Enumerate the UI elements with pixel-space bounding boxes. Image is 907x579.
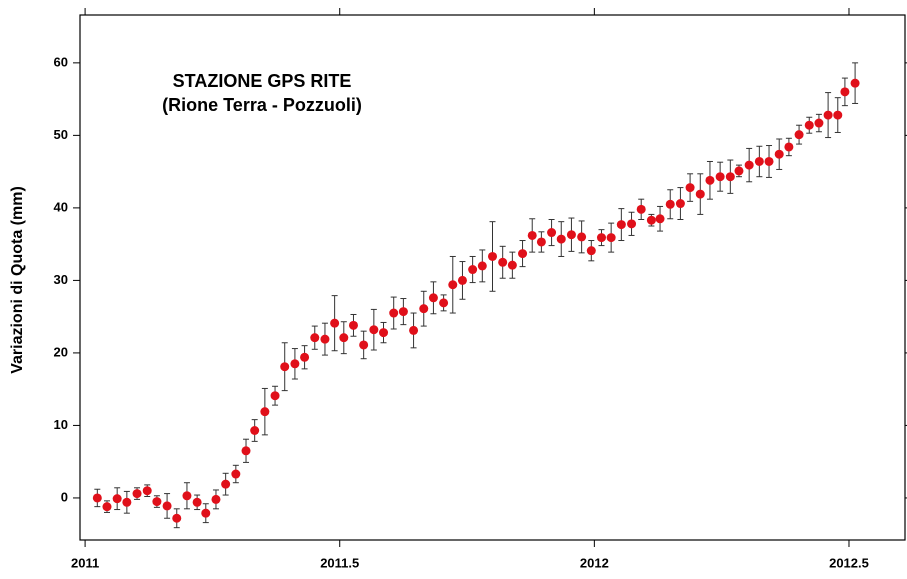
data-point (92, 493, 102, 503)
y-tick-label: 50 (54, 127, 68, 142)
data-point (715, 172, 725, 182)
data-point (270, 391, 280, 401)
data-point (754, 156, 764, 166)
data-point (300, 352, 310, 362)
data-point (280, 362, 290, 372)
data-point (182, 491, 192, 501)
data-point (439, 298, 449, 308)
data-point (536, 237, 546, 247)
data-point (636, 204, 646, 214)
data-point (250, 426, 260, 436)
data-point (675, 199, 685, 209)
data-point (339, 333, 349, 343)
data-point (725, 172, 735, 182)
y-tick-label: 30 (54, 272, 68, 287)
data-point (330, 318, 340, 328)
data-point (794, 130, 804, 140)
data-point (586, 246, 596, 256)
x-tick-label: 2011 (71, 555, 99, 570)
data-point (152, 497, 162, 507)
data-point (122, 497, 132, 507)
data-point (260, 407, 270, 417)
y-tick-label: 0 (61, 489, 68, 504)
data-point (369, 325, 379, 335)
data-point (705, 175, 715, 185)
data-point (172, 513, 182, 523)
chart-title: STAZIONE GPS RITE (173, 71, 352, 91)
data-point (577, 232, 587, 242)
data-point (734, 166, 744, 176)
data-point (488, 251, 497, 261)
data-point (850, 78, 860, 88)
data-point (142, 486, 152, 496)
chart-subtitle: (Rione Terra - Pozzuoli) (162, 95, 362, 115)
data-point (764, 156, 774, 166)
data-point (665, 199, 675, 209)
data-point (211, 494, 221, 504)
data-point (398, 307, 408, 317)
data-point (428, 293, 438, 303)
data-point (627, 219, 637, 229)
data-point (477, 261, 487, 271)
data-point (192, 497, 202, 507)
data-point (596, 233, 606, 243)
data-point (606, 233, 616, 243)
data-point (833, 110, 843, 120)
y-tick-label: 10 (54, 417, 68, 432)
data-point (448, 280, 458, 290)
data-point (419, 304, 429, 314)
y-tick-label: 20 (54, 344, 68, 359)
data-point (518, 249, 528, 259)
data-point (102, 502, 112, 512)
data-point (201, 508, 211, 518)
data-point (784, 142, 794, 152)
data-point (655, 214, 665, 224)
y-tick-label: 60 (54, 54, 68, 69)
data-point (457, 275, 467, 285)
data-point (290, 359, 300, 369)
data-point (320, 334, 330, 344)
x-tick-label: 2012 (580, 555, 609, 570)
data-point (744, 160, 754, 170)
data-point (840, 87, 850, 97)
data-point (616, 220, 626, 230)
data-point (814, 118, 824, 128)
data-point (132, 489, 142, 499)
data-point (556, 234, 566, 244)
data-point (389, 308, 399, 318)
data-point (804, 120, 814, 130)
data-point (498, 257, 508, 267)
data-point (547, 228, 557, 238)
data-point (231, 469, 241, 479)
data-point (685, 183, 695, 193)
data-point (774, 149, 784, 159)
y-tick-label: 40 (54, 199, 68, 214)
data-point (359, 340, 369, 350)
data-point (348, 320, 358, 330)
data-point (310, 333, 320, 343)
data-point (695, 189, 705, 199)
data-point (162, 501, 172, 511)
x-tick-label: 2012.5 (829, 555, 869, 570)
y-axis-label: Variazioni di Quota (mm) (9, 186, 26, 374)
plot-frame (79, 14, 906, 541)
data-point (823, 110, 833, 120)
data-point (646, 215, 656, 225)
data-point (241, 446, 251, 456)
data-point (566, 230, 576, 240)
data-point (507, 260, 517, 270)
x-tick-label: 2011.5 (320, 555, 359, 570)
data-point (112, 494, 122, 504)
data-point (468, 265, 478, 275)
data-point (221, 479, 231, 489)
data-point (409, 325, 419, 335)
data-point (527, 230, 537, 240)
data-point (379, 328, 389, 338)
